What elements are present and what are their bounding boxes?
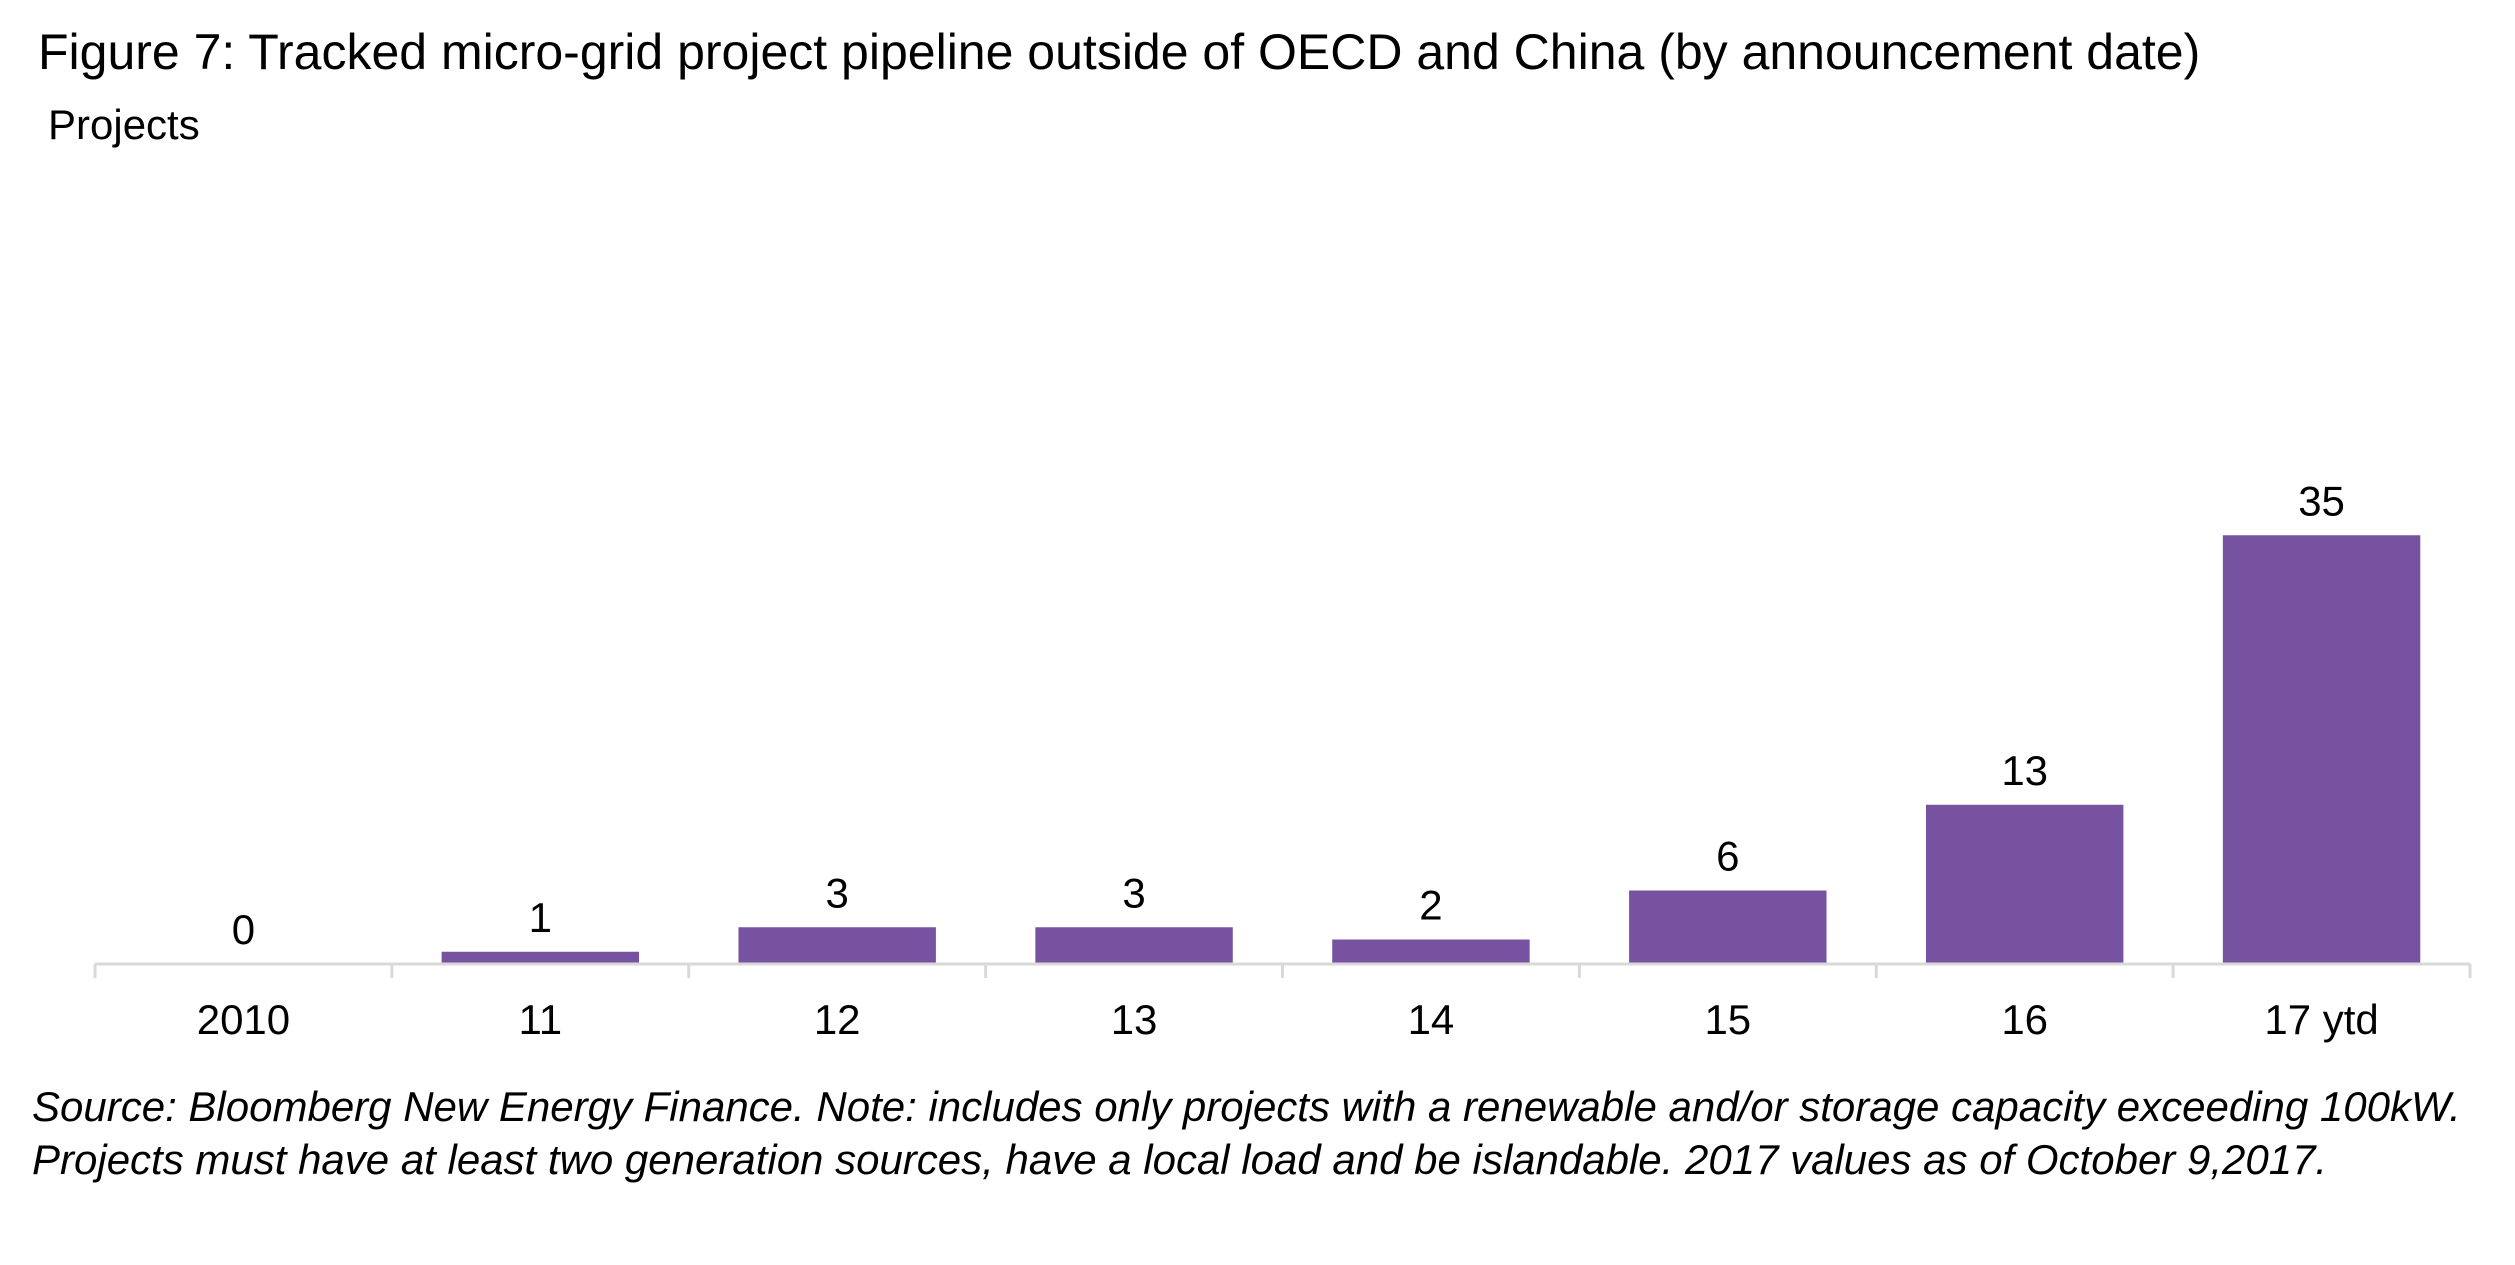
chart-title: Figure 7: Tracked micro-grid project pip… [38,24,2201,80]
bars-layer [441,535,2421,964]
x-tick-label: 13 [1111,996,1158,1043]
data-label: 13 [2001,747,2048,794]
x-tick-label: 14 [1408,996,1455,1043]
bar [738,927,936,964]
x-tick-label: 15 [1704,996,1751,1043]
x-tick-label: 11 [519,996,563,1043]
x-tick-labels: 2010 11 12 13 14 15 16 17 ytd [197,996,2379,1043]
bar [2222,535,2421,964]
data-label: 0 [232,906,255,953]
data-label: 1 [529,894,552,941]
data-label: 3 [826,869,849,916]
x-tick-label: 2010 [197,996,290,1043]
bar [1035,927,1233,964]
x-tick-label: 17 ytd [2264,996,2378,1043]
x-tick-label: 12 [814,996,861,1043]
source-footnote: Source: Bloomberg New Energy Finance. No… [32,1083,2461,1183]
bar [1629,890,1827,964]
data-label: 3 [1122,869,1145,916]
data-label: 35 [2298,477,2345,524]
data-label: 2 [1419,882,1442,929]
y-axis-label: Projects [48,101,200,148]
bar [441,951,640,964]
x-tick-label: 16 [2001,996,2048,1043]
data-label: 6 [1716,833,1739,880]
bar [1332,939,1530,964]
bar [1925,804,2124,964]
x-axis [93,962,2472,978]
